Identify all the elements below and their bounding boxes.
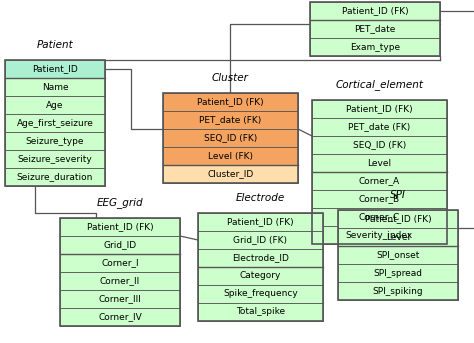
Text: Spike_frequency: Spike_frequency — [223, 289, 298, 298]
Text: Cluster_ID: Cluster_ID — [207, 169, 254, 178]
Bar — [310, 20, 440, 38]
Text: SEQ_ID (FK): SEQ_ID (FK) — [353, 141, 406, 150]
Bar — [338, 282, 458, 300]
Text: SPI_spread: SPI_spread — [374, 269, 422, 277]
Bar — [163, 147, 298, 165]
Text: Name: Name — [42, 83, 68, 92]
Text: Electrode_ID: Electrode_ID — [232, 253, 289, 262]
Text: Seizure_severity: Seizure_severity — [18, 154, 92, 164]
Text: Total_spike: Total_spike — [236, 308, 285, 317]
Text: PET_date (FK): PET_date (FK) — [348, 122, 410, 131]
Text: SEQ_ID (FK): SEQ_ID (FK) — [204, 133, 257, 142]
Text: Patient_ID (FK): Patient_ID (FK) — [197, 97, 264, 106]
Text: EEG_grid: EEG_grid — [97, 197, 143, 208]
Bar — [338, 228, 458, 246]
Bar — [312, 100, 447, 244]
Bar — [198, 213, 323, 231]
Bar — [163, 93, 298, 183]
Bar — [5, 168, 105, 186]
Text: Cortical_element: Cortical_element — [336, 79, 423, 90]
Bar — [312, 154, 447, 172]
Bar — [198, 213, 323, 321]
Bar — [5, 114, 105, 132]
Bar — [60, 290, 180, 308]
Bar — [198, 285, 323, 303]
Text: Corner_II: Corner_II — [100, 276, 140, 285]
Text: Grid_ID: Grid_ID — [103, 240, 137, 249]
Text: Corner_I: Corner_I — [101, 259, 139, 268]
Bar — [5, 96, 105, 114]
Bar — [60, 308, 180, 326]
Bar — [312, 118, 447, 136]
Text: Level (FK): Level (FK) — [208, 152, 253, 161]
Text: PET_date: PET_date — [354, 24, 396, 34]
Text: Corner_IV: Corner_IV — [98, 312, 142, 321]
Text: Corner_III: Corner_III — [99, 295, 141, 304]
Text: Corner_B: Corner_B — [359, 194, 400, 203]
Bar — [312, 226, 447, 244]
Bar — [312, 172, 447, 190]
Text: Patient_ID (FK): Patient_ID (FK) — [342, 7, 408, 15]
Bar — [60, 236, 180, 254]
Bar — [312, 100, 447, 118]
Text: Patient: Patient — [36, 40, 73, 50]
Text: Patient_ID (FK): Patient_ID (FK) — [346, 105, 413, 114]
Text: Level: Level — [367, 158, 392, 167]
Bar — [310, 2, 440, 56]
Bar — [198, 267, 323, 285]
Text: Cluster: Cluster — [212, 73, 249, 83]
Bar — [198, 231, 323, 249]
Text: Corner_A: Corner_A — [359, 177, 400, 186]
Bar — [338, 246, 458, 264]
Bar — [312, 208, 447, 226]
Bar — [312, 136, 447, 154]
Text: Grid_ID (FK): Grid_ID (FK) — [234, 236, 288, 245]
Bar — [5, 60, 105, 186]
Bar — [5, 150, 105, 168]
Text: Patient_ID (FK): Patient_ID (FK) — [87, 223, 153, 232]
Text: Patient_ID: Patient_ID — [32, 64, 78, 73]
Bar — [5, 78, 105, 96]
Text: Level: Level — [386, 233, 410, 241]
Text: Severity_index: Severity_index — [346, 230, 413, 239]
Text: Age: Age — [46, 100, 64, 109]
Text: Seizure_type: Seizure_type — [26, 137, 84, 145]
Text: Exam_type: Exam_type — [350, 43, 400, 51]
Text: Category: Category — [240, 272, 281, 281]
Text: PET_date (FK): PET_date (FK) — [200, 116, 262, 125]
Bar — [198, 249, 323, 267]
Bar — [338, 264, 458, 282]
Bar — [163, 165, 298, 183]
Bar — [312, 190, 447, 208]
Bar — [60, 218, 180, 326]
Bar — [60, 272, 180, 290]
Bar — [60, 218, 180, 236]
Text: Age_first_seizure: Age_first_seizure — [17, 118, 93, 128]
Bar — [5, 132, 105, 150]
Text: SPI: SPI — [390, 190, 406, 200]
Bar — [163, 93, 298, 111]
Bar — [198, 303, 323, 321]
Bar — [338, 210, 458, 300]
Bar — [310, 2, 440, 20]
Text: Patient_ID (FK): Patient_ID (FK) — [227, 217, 294, 226]
Text: Corner_C: Corner_C — [359, 213, 400, 222]
Text: Electrode: Electrode — [236, 193, 285, 203]
Text: Patient_ID (FK): Patient_ID (FK) — [365, 214, 431, 224]
Bar — [338, 210, 458, 228]
Bar — [60, 254, 180, 272]
Bar — [5, 60, 105, 78]
Text: Seizure_duration: Seizure_duration — [17, 173, 93, 181]
Bar — [310, 38, 440, 56]
Bar — [163, 111, 298, 129]
Text: SPI_onset: SPI_onset — [376, 250, 419, 260]
Text: SPI_spiking: SPI_spiking — [373, 286, 423, 296]
Bar — [163, 129, 298, 147]
